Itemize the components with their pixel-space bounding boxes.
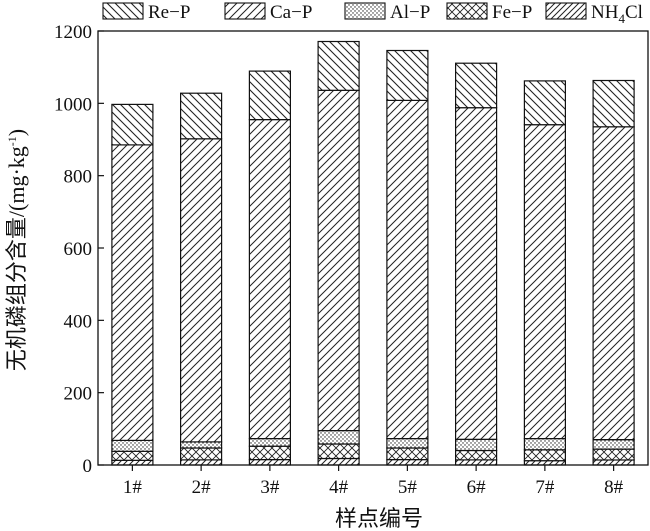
legend-swatch — [545, 2, 587, 20]
bar-stack — [180, 92, 223, 466]
y-tick-label: 200 — [64, 384, 93, 405]
legend-label: Re−P — [148, 2, 190, 23]
x-tick-label: 7# — [535, 477, 555, 498]
bar-segment-nh4cl — [111, 459, 154, 466]
x-tick-label: 4# — [329, 477, 349, 498]
legend-swatch — [224, 2, 266, 20]
bar-segment-ca-p — [523, 124, 567, 440]
legend-item: Fe−P — [446, 2, 532, 23]
bar-segment-re-p — [317, 40, 360, 91]
bar-segment-ca-p — [180, 138, 223, 443]
legend-swatch — [102, 2, 144, 20]
legend-item: NH4Cl — [545, 2, 643, 26]
bar-segment-fe-p — [180, 447, 223, 461]
y-tick-label: 600 — [64, 239, 93, 260]
bar-segment-nh4cl — [180, 459, 223, 466]
legend: Re−P Ca−P Al−P Fe−P NH4Cl — [102, 2, 643, 26]
axes: 1# 2# 3# 4# 5# 6# 7# 8# 0 200 400 600 800 1000 1200 — [54, 22, 649, 498]
bar-segment-ca-p — [592, 126, 635, 441]
bar-segment-fe-p — [386, 447, 429, 461]
y-axis-label-exponent: -1 — [5, 136, 19, 146]
bar-stack — [317, 40, 360, 466]
bar-segment-re-p — [111, 103, 154, 146]
bar-segment-ca-p — [386, 99, 429, 440]
y-tick-label: 1200 — [54, 22, 92, 43]
bar-segment-ca-p — [248, 118, 291, 440]
y-axis-label: 无机磷组分含量/(mg·kg-1) — [4, 129, 29, 371]
x-tick-label: 1# — [123, 477, 143, 498]
bar-stack — [455, 62, 498, 466]
bar-segment-fe-p — [523, 449, 567, 462]
y-axis-label-close: ) — [4, 129, 29, 136]
bar-segment-re-p — [523, 80, 567, 126]
y-tick-label: 0 — [83, 456, 93, 477]
x-tick-label: 5# — [398, 477, 418, 498]
bar-segment-fe-p — [248, 445, 291, 461]
bar-segment-nh4cl — [386, 459, 429, 466]
y-tick-label: 800 — [64, 167, 93, 188]
x-tick-label: 8# — [604, 477, 624, 498]
bar-segment-nh4cl — [317, 457, 360, 466]
bar-segment-ca-p — [317, 89, 360, 432]
legend-item: Re−P — [102, 2, 190, 23]
bar-segment-re-p — [455, 62, 498, 109]
bar-segment-fe-p — [592, 448, 635, 461]
bar-segment-al-p — [523, 438, 567, 451]
bar-segment-al-p — [180, 441, 223, 449]
legend-label: Ca−P — [270, 2, 312, 23]
bar-segment-re-p — [248, 70, 291, 121]
legend-label: Fe−P — [492, 2, 532, 23]
x-axis-label: 样点编号 — [335, 506, 423, 531]
bar-segment-nh4cl — [592, 459, 635, 466]
bar-segment-re-p — [592, 79, 635, 128]
bar-stack — [386, 49, 429, 466]
bar-segment-nh4cl — [455, 459, 498, 466]
bar-segment-al-p — [248, 438, 291, 447]
bar-segment-ca-p — [111, 144, 154, 441]
bar-segment-nh4cl — [248, 459, 291, 466]
bar-segment-al-p — [455, 438, 498, 452]
legend-item: Ca−P — [224, 2, 312, 23]
legend-swatch — [446, 2, 488, 20]
bars — [111, 40, 635, 466]
legend-item: Al−P — [344, 2, 430, 23]
bar-segment-fe-p — [455, 449, 498, 461]
bar-stack — [523, 80, 567, 466]
x-tick-label: 2# — [192, 477, 212, 498]
bar-segment-al-p — [111, 439, 154, 452]
y-axis-label-main: 无机磷组分含量/(mg·kg — [4, 146, 29, 371]
y-tick-label: 1000 — [54, 94, 92, 115]
bar-segment-al-p — [317, 430, 360, 445]
x-tick-label: 6# — [467, 477, 487, 498]
bar-segment-fe-p — [111, 450, 154, 461]
bar-segment-al-p — [386, 438, 429, 449]
bar-segment-ca-p — [455, 107, 498, 440]
legend-label: Al−P — [390, 2, 430, 23]
bar-stack — [111, 103, 154, 466]
bar-segment-fe-p — [317, 443, 360, 460]
bar-segment-re-p — [386, 49, 429, 102]
bar-segment-al-p — [592, 439, 635, 450]
legend-label: NH4Cl — [591, 2, 643, 26]
legend-swatch — [344, 2, 386, 20]
bar-segment-re-p — [180, 92, 223, 140]
y-tick-label: 400 — [64, 311, 93, 332]
x-tick-label: 3# — [260, 477, 280, 498]
bar-stack — [248, 70, 291, 466]
bar-stack — [592, 79, 635, 466]
